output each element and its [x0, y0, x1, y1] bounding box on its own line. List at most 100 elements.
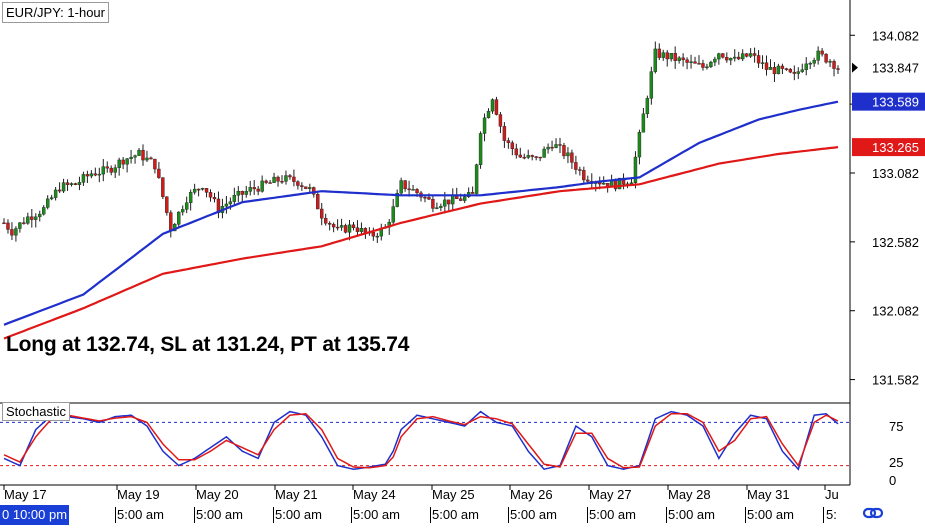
candle-body	[236, 191, 241, 196]
candle-body	[169, 212, 173, 232]
candle-body	[359, 228, 364, 232]
ma-line-moving-average-slow	[3, 146, 839, 340]
candle-body	[339, 225, 344, 228]
candle-body	[42, 207, 46, 215]
candle-body	[30, 216, 34, 220]
candle-body	[796, 71, 800, 74]
candle-body	[812, 60, 816, 64]
candle-body	[117, 159, 121, 168]
candle-body	[14, 228, 18, 236]
candle-body	[157, 168, 161, 178]
candle-body	[510, 142, 515, 150]
candle-body	[669, 53, 673, 60]
candle-body	[121, 159, 125, 165]
candle-body	[804, 63, 808, 70]
candle-body	[431, 199, 435, 209]
candle-body	[729, 57, 733, 61]
price-tick-label: 134.082	[872, 28, 919, 43]
candle-body	[268, 182, 272, 184]
candle-body	[764, 62, 769, 70]
candle-body	[10, 229, 14, 236]
candle-body	[371, 231, 376, 237]
candle-body	[586, 179, 590, 182]
candle-body	[534, 156, 538, 158]
candle-body	[296, 181, 300, 186]
candle-body	[836, 68, 840, 70]
candle-body	[276, 176, 280, 182]
candle-body	[125, 158, 129, 165]
stochastic-line-d	[3, 413, 839, 469]
stochastic-tick-label: 75	[889, 419, 903, 434]
candle-body	[351, 224, 356, 228]
time-axis-cursor-label: 0 10:00 pm	[0, 505, 70, 525]
stochastic-tick-label: 0	[889, 473, 896, 488]
candle-body	[760, 62, 765, 64]
current-price-tag	[852, 58, 925, 77]
candle-body	[705, 66, 709, 69]
candle-body	[637, 132, 642, 158]
date-tick-label: May 21	[275, 487, 318, 502]
date-tick-label: May 24	[353, 487, 396, 502]
candle-body	[232, 195, 237, 202]
candle-body	[304, 186, 308, 189]
candle-body	[165, 196, 169, 213]
candle-body	[399, 180, 403, 194]
candle-body	[208, 192, 213, 198]
candle-body	[264, 180, 268, 183]
ma-slow-price-tag	[852, 138, 925, 157]
candle-body	[415, 189, 419, 194]
candle-body	[824, 53, 828, 63]
price-tick-label: 133.082	[872, 166, 919, 181]
candle-body	[486, 110, 491, 119]
current-price-marker	[852, 62, 858, 73]
current-price-tag-label: 133.847	[872, 61, 919, 76]
candle-body	[613, 179, 618, 190]
time-label: 5:00 am	[353, 507, 400, 522]
time-separator	[666, 507, 667, 523]
candle-body	[308, 187, 312, 189]
candle-body	[320, 208, 324, 219]
candle-body	[204, 188, 209, 193]
candle-body	[375, 235, 380, 238]
candle-body	[645, 98, 650, 115]
candle-body	[474, 164, 479, 194]
candle-body	[447, 199, 451, 205]
candle-body	[228, 201, 233, 205]
candle-body	[566, 152, 570, 157]
candle-body	[312, 187, 316, 195]
candle-body	[725, 57, 729, 61]
candle-body	[546, 146, 550, 150]
candle-body	[721, 53, 725, 58]
candle-body	[145, 157, 149, 161]
candle-body	[697, 63, 701, 65]
time-label: 5:00 am	[432, 507, 479, 522]
candle-body	[653, 48, 658, 72]
time-separator	[508, 507, 509, 523]
candle-body	[38, 213, 42, 218]
candle-body	[26, 216, 30, 224]
time-label: 5:00 am	[510, 507, 557, 522]
candle-body	[113, 167, 117, 173]
time-label: 5:00 am	[275, 507, 322, 522]
candle-body	[34, 216, 38, 220]
candle-body	[355, 227, 360, 232]
candle-body	[443, 199, 447, 207]
price-tick-label: 131.582	[872, 373, 919, 388]
time-separator	[587, 507, 588, 523]
candle-body	[73, 183, 78, 185]
time-label-truncated: 5:	[826, 507, 837, 522]
link-icon[interactable]	[862, 503, 884, 523]
candle-body	[693, 61, 697, 64]
candle-body	[808, 63, 812, 65]
candle-body	[661, 52, 665, 58]
candle-body	[788, 68, 793, 73]
candle-body	[137, 149, 141, 156]
candle-body	[181, 209, 185, 213]
candle-body	[681, 57, 685, 60]
candle-body	[260, 180, 264, 192]
candle-body	[776, 65, 781, 75]
candle-body	[45, 198, 50, 208]
time-separator	[430, 507, 431, 523]
time-label: 5:00 am	[117, 507, 164, 522]
